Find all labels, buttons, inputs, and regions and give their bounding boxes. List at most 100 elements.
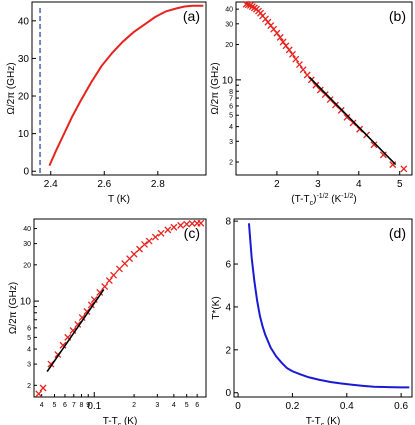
data-point bbox=[326, 96, 334, 104]
chart-panel-1: 2 3 4 5 2 3 4 5 678 10 20 30 40 (b) (T-Tc)-1/2 (K-1/2)… bbox=[210, 0, 413, 207]
data-point bbox=[379, 151, 387, 159]
data-point bbox=[141, 241, 149, 248]
data-point bbox=[332, 101, 339, 109]
y-tick-label: 7 bbox=[229, 96, 233, 103]
y-tick-label: 4 bbox=[225, 302, 231, 313]
x-tick-label: 0.4 bbox=[340, 401, 354, 412]
data-point bbox=[39, 384, 47, 392]
panel-label: (c) bbox=[184, 225, 200, 241]
y-tick-label: 40 bbox=[18, 16, 30, 27]
y-tick-label: 10 bbox=[18, 129, 30, 140]
x-axis-label: T-Tc (K) bbox=[103, 416, 138, 425]
data-point bbox=[242, 0, 250, 8]
y-tick-label: 0 bbox=[225, 388, 231, 399]
x-ticks: 2.4 2.6 2.8 bbox=[44, 171, 165, 190]
y-axis-label: Ω/2π (GHz) bbox=[8, 282, 19, 334]
plot-frame bbox=[33, 218, 207, 398]
data-point bbox=[157, 229, 165, 237]
data-point bbox=[197, 219, 205, 227]
y-tick-label: 6 bbox=[27, 325, 31, 332]
data-point bbox=[110, 271, 118, 279]
y-tick-label: 8 bbox=[225, 217, 231, 228]
y-tick-label: 8 bbox=[229, 89, 233, 96]
data-point bbox=[349, 119, 357, 127]
x-tick-label: 9 bbox=[86, 402, 90, 409]
y-ticks: 2 3 4 5 678 10 20 30 40 bbox=[222, 7, 241, 166]
data-point bbox=[276, 33, 284, 41]
plot-frame bbox=[31, 1, 207, 176]
panel-label: (a) bbox=[183, 8, 200, 24]
x-tick-label: 0 bbox=[235, 401, 241, 412]
data-point bbox=[289, 50, 296, 58]
data-point bbox=[83, 308, 91, 315]
x-tick-label: 0.1 bbox=[87, 401, 101, 412]
x-tick-label: 5 bbox=[185, 402, 189, 409]
data-point bbox=[145, 237, 153, 245]
x-axis-label: (T-Tc)-1/2 (K-1/2) bbox=[291, 193, 356, 207]
series-markers-0 bbox=[242, 0, 408, 173]
y-tick-label: 40 bbox=[23, 226, 31, 233]
y-ticks: 0 10 20 30 40 bbox=[18, 16, 36, 178]
x-tick-label: 2 bbox=[132, 402, 136, 409]
y-tick-label: 10 bbox=[20, 297, 32, 308]
y-tick-label: 6 bbox=[225, 260, 231, 271]
plot-frame bbox=[235, 1, 413, 176]
x-tick-label: 2.4 bbox=[44, 179, 58, 190]
x-tick-label: 3 bbox=[155, 402, 159, 409]
y-tick-label: 10 bbox=[222, 75, 234, 86]
data-point bbox=[273, 29, 281, 37]
series-line-1 bbox=[46, 288, 105, 373]
data-point bbox=[244, 1, 252, 9]
x-tick-label: 6 bbox=[63, 402, 67, 409]
data-point bbox=[299, 66, 307, 74]
data-point bbox=[115, 265, 123, 273]
y-tick-label: 2 bbox=[225, 345, 231, 356]
x-tick-label: 2.6 bbox=[97, 179, 111, 190]
x-tick-label: 2 bbox=[274, 179, 280, 190]
data-point bbox=[177, 221, 185, 229]
panel-label: (b) bbox=[389, 8, 406, 24]
y-ticks: 0 2 4 6 8 bbox=[225, 217, 238, 399]
y-tick-label: 20 bbox=[23, 262, 31, 269]
y-tick-label: 6 bbox=[229, 103, 233, 110]
data-point bbox=[170, 223, 178, 231]
x-ticks: 0 0.2 0.4 0.6 bbox=[235, 393, 409, 412]
data-point bbox=[59, 341, 67, 349]
y-tick-label: 5 bbox=[229, 113, 233, 120]
data-point bbox=[164, 226, 172, 234]
data-point bbox=[356, 125, 364, 133]
panel-label: (d) bbox=[389, 225, 406, 241]
data-point bbox=[370, 141, 378, 149]
data-point bbox=[343, 113, 351, 121]
x-tick-label: 0.2 bbox=[285, 401, 299, 412]
y-tick-label: 4 bbox=[229, 124, 233, 131]
data-point bbox=[183, 220, 191, 228]
series-markers-0 bbox=[35, 219, 205, 398]
data-point bbox=[87, 301, 95, 309]
y-tick-label: 2 bbox=[27, 383, 31, 390]
data-point bbox=[292, 55, 300, 63]
y-tick-label: 2 bbox=[229, 159, 233, 166]
data-point bbox=[35, 390, 43, 398]
x-tick-label: 4 bbox=[40, 402, 44, 409]
y-tick-label: 20 bbox=[225, 42, 233, 49]
y-tick-label: 4 bbox=[27, 347, 31, 354]
x-tick-label: 3 bbox=[315, 179, 321, 190]
x-tick-label: 2.8 bbox=[151, 179, 165, 190]
x-tick-label: 6 bbox=[195, 402, 199, 409]
y-tick-label: 3 bbox=[27, 362, 31, 369]
y-ticks: 2 3 4 5 6 10 20 30 40 bbox=[20, 226, 39, 390]
y-axis-label: Ω/2π (GHz) bbox=[6, 62, 17, 114]
y-tick-label: 5 bbox=[27, 335, 31, 342]
x-axis-label: T-Tc (K) bbox=[306, 416, 341, 425]
data-point bbox=[105, 277, 113, 285]
y-tick-label: 30 bbox=[18, 54, 30, 65]
y-tick-label: 30 bbox=[23, 241, 31, 248]
x-tick-label: 5 bbox=[53, 402, 57, 409]
data-point bbox=[130, 250, 138, 258]
y-axis-label: Ω/2π (GHz) bbox=[210, 62, 221, 114]
y-tick-label: 0 bbox=[23, 167, 29, 178]
y-tick-label: 3 bbox=[229, 139, 233, 146]
